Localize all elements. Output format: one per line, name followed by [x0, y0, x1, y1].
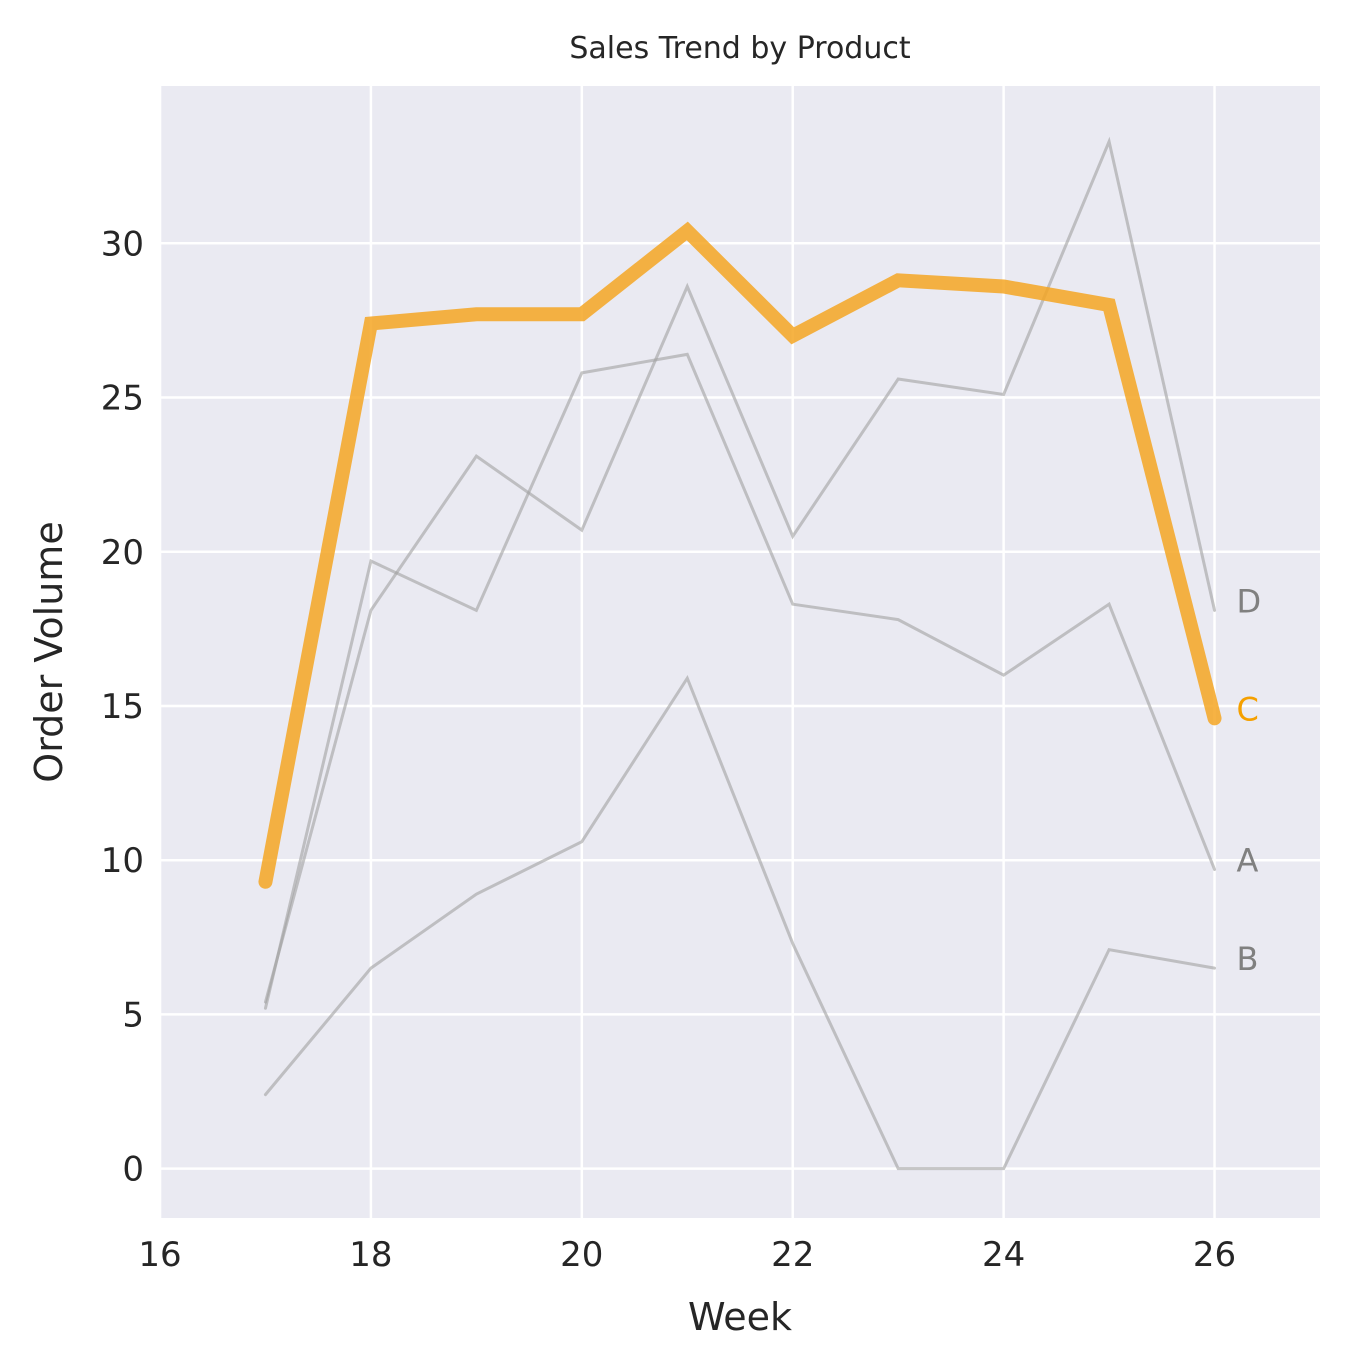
x-tick-label: 24: [982, 1235, 1025, 1275]
x-tick-label: 16: [138, 1235, 181, 1275]
x-tick-label: 22: [771, 1235, 814, 1275]
x-tick-label: 26: [1193, 1235, 1236, 1275]
chart-title: Sales Trend by Product: [569, 31, 911, 66]
y-tick-label: 25: [101, 379, 144, 419]
series-group: [258, 136, 1222, 1171]
y-axis-title: Order Volume: [27, 521, 71, 782]
series-label-c: C: [1237, 690, 1259, 728]
y-tick-label: 10: [101, 841, 144, 881]
y-tick-label: 15: [101, 687, 144, 727]
series-line-b: [263, 674, 1217, 1171]
plot-background: [160, 86, 1320, 1218]
series-label-b: B: [1237, 940, 1259, 978]
x-tick-label: 20: [560, 1235, 603, 1275]
series-line-d: [263, 136, 1217, 1004]
y-tick-label: 30: [101, 224, 144, 264]
y-tick-labels: 0 5 10 15 20 25 30: [101, 224, 144, 1189]
series-labels: A B D C: [1237, 582, 1262, 978]
series-label-d: D: [1237, 582, 1262, 620]
x-axis-title: Week: [688, 1295, 792, 1339]
series-line-a: [263, 352, 1217, 1010]
series-label-a: A: [1237, 841, 1259, 879]
y-tick-label: 20: [101, 533, 144, 573]
x-tick-labels: 16 18 20 22 24 26: [138, 1235, 1236, 1275]
y-tick-label: 0: [122, 1150, 144, 1190]
x-tick-label: 18: [349, 1235, 392, 1275]
series-line-c: [258, 221, 1222, 889]
y-tick-label: 5: [122, 995, 144, 1035]
